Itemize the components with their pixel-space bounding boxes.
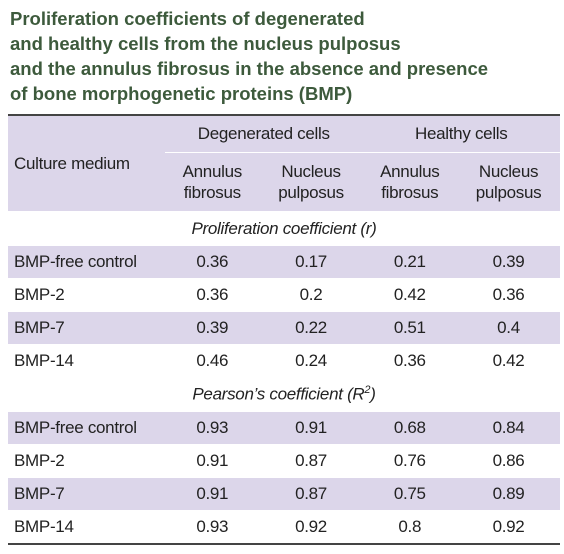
title-line: and the annulus fibrosus in the absence … <box>10 58 489 79</box>
section-row: Pearson’s coefficient (R2) <box>8 377 560 412</box>
data-row: BMP-14 0.93 0.92 0.8 0.92 <box>8 510 560 545</box>
subheader-line: Annulus <box>380 162 440 181</box>
subheader: Nucleus pulposus <box>259 152 363 212</box>
row-label: BMP-7 <box>8 311 165 345</box>
value-cell: 0.42 <box>362 278 458 312</box>
value-cell: 0.39 <box>457 245 560 279</box>
value-cell: 0.87 <box>259 444 363 478</box>
value-cell: 0.87 <box>259 477 363 511</box>
value-cell: 0.75 <box>362 477 458 511</box>
subheader-line: Nucleus <box>281 162 341 181</box>
value-cell: 0.8 <box>362 510 458 545</box>
value-cell: 0.42 <box>457 344 560 378</box>
value-cell: 0.92 <box>259 510 363 545</box>
title: Proliferation coefficients of degenerate… <box>10 6 560 106</box>
section-row: Proliferation coefficient (r) <box>8 211 560 246</box>
row-label: BMP-2 <box>8 278 165 312</box>
group-header: Healthy cells <box>362 115 560 153</box>
superscript: 2 <box>364 384 371 397</box>
value-cell: 0.86 <box>457 444 560 478</box>
section-text: Proliferation coefficient (r) <box>191 218 377 238</box>
value-cell: 0.22 <box>259 311 363 345</box>
group-header: Degenerated cells <box>165 115 363 153</box>
value-cell: 0.2 <box>259 278 363 312</box>
row-label: BMP-14 <box>8 510 165 545</box>
data-row: BMP-7 0.39 0.22 0.51 0.4 <box>8 311 560 345</box>
data-row: BMP-free control 0.36 0.17 0.21 0.39 <box>8 245 560 279</box>
value-cell: 0.36 <box>165 278 260 312</box>
section-label: Proliferation coefficient (r) <box>8 211 560 246</box>
value-cell: 0.17 <box>259 245 363 279</box>
value-cell: 0.51 <box>362 311 458 345</box>
row-label: BMP-2 <box>8 444 165 478</box>
section-label: Pearson’s coefficient (R2) <box>8 377 560 412</box>
row-label: BMP-free control <box>8 411 165 445</box>
data-row: BMP-14 0.46 0.24 0.36 0.42 <box>8 344 560 378</box>
section-text: ) <box>370 384 376 404</box>
data-row: BMP-2 0.91 0.87 0.76 0.86 <box>8 444 560 478</box>
value-cell: 0.93 <box>165 411 260 445</box>
title-line: Proliferation coefficients of degenerate… <box>10 8 365 29</box>
value-cell: 0.68 <box>362 411 458 445</box>
value-cell: 0.91 <box>165 444 260 478</box>
corner-cell: Culture medium <box>8 115 165 212</box>
value-cell: 0.4 <box>457 311 560 345</box>
subheader: Nucleus pulposus <box>457 152 560 212</box>
value-cell: 0.46 <box>165 344 260 378</box>
subheader-line: pulposus <box>278 183 344 202</box>
data-row: BMP-2 0.36 0.2 0.42 0.36 <box>8 278 560 312</box>
header-row: Culture medium Degenerated cells Healthy c… <box>8 115 560 212</box>
value-cell: 0.76 <box>362 444 458 478</box>
row-label: BMP-7 <box>8 477 165 511</box>
data-table: Culture medium Degenerated cells Healthy c… <box>8 114 560 545</box>
title-line: and healthy cells from the nucleus pulpo… <box>10 33 401 54</box>
value-cell: 0.24 <box>259 344 363 378</box>
row-label: BMP-14 <box>8 344 165 378</box>
data-row: BMP-7 0.91 0.87 0.75 0.89 <box>8 477 560 511</box>
subheader-line: pulposus <box>475 183 542 202</box>
subheader-row: Annulus fibrosus Nucleus pulposus Annulus fib… <box>8 152 560 212</box>
data-row: BMP-free control 0.93 0.91 0.68 0.84 <box>8 411 560 445</box>
value-cell: 0.91 <box>259 411 363 445</box>
value-cell: 0.84 <box>457 411 560 445</box>
section-text: Pearson’s coefficient (R <box>192 384 365 404</box>
value-cell: 0.21 <box>362 245 458 279</box>
value-cell: 0.92 <box>457 510 560 545</box>
value-cell: 0.91 <box>165 477 260 511</box>
subheader: Annulus fibrosus <box>362 152 458 212</box>
value-cell: 0.39 <box>165 311 260 345</box>
value-cell: 0.36 <box>362 344 458 378</box>
subheader-line: fibrosus <box>183 183 241 202</box>
subheader: Annulus fibrosus <box>165 152 260 212</box>
row-label: BMP-free control <box>8 245 165 279</box>
subheader-line: Nucleus <box>478 162 539 181</box>
value-cell: 0.36 <box>165 245 260 279</box>
subheader-line: fibrosus <box>381 183 439 202</box>
value-cell: 0.93 <box>165 510 260 545</box>
title-line: of bone morphogenetic proteins (BMP) <box>10 83 353 104</box>
subheader-line: Annulus <box>182 162 243 181</box>
value-cell: 0.36 <box>457 278 560 312</box>
value-cell: 0.89 <box>457 477 560 511</box>
